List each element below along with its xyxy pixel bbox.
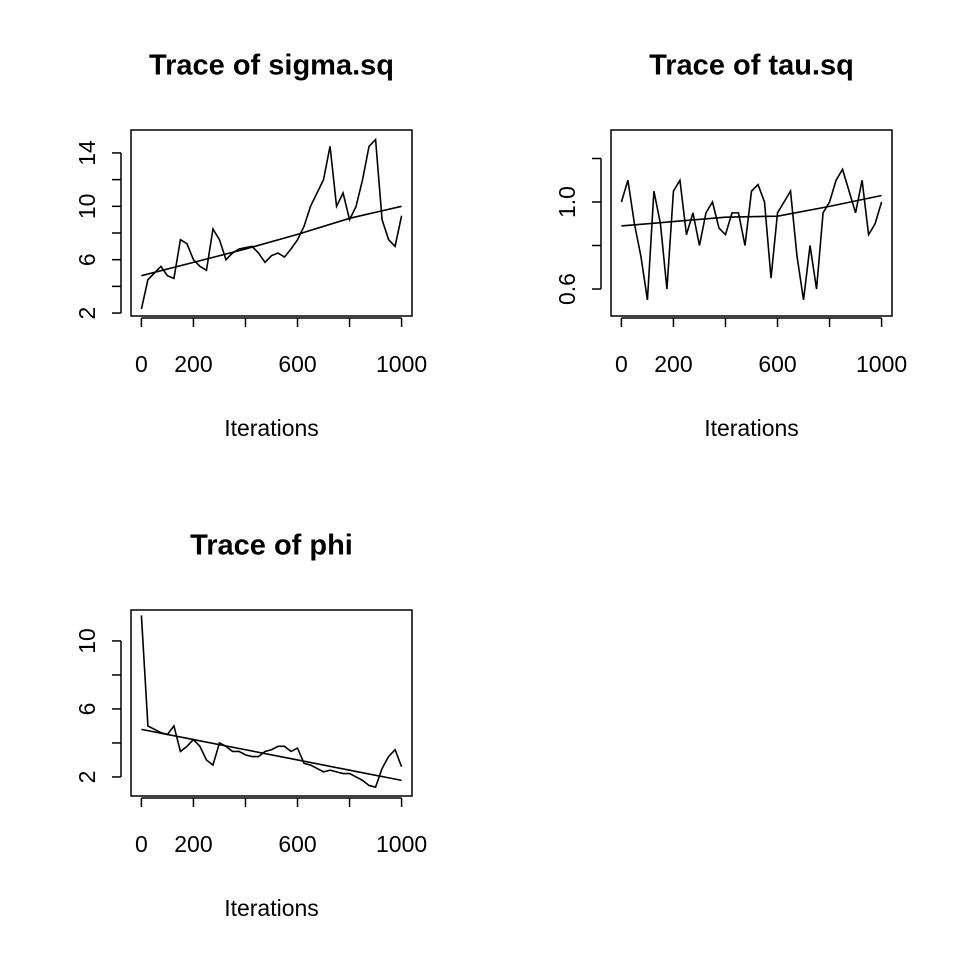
y-tick-label: 1.0 — [554, 186, 580, 218]
x-axis-label: Iterations — [224, 895, 319, 921]
plot-box — [610, 129, 893, 317]
y-tick-label: 2 — [74, 771, 100, 784]
x-tick-label: 600 — [278, 351, 316, 377]
plot-box — [130, 609, 413, 797]
x-axis-label: Iterations — [704, 415, 799, 441]
trace-line — [141, 728, 402, 782]
x-tick-label: 0 — [135, 831, 148, 857]
x-tick-label: 200 — [654, 351, 692, 377]
trace-line — [620, 167, 883, 301]
trace-line — [140, 615, 403, 789]
plot-box — [130, 129, 413, 317]
chart-title: Trace of sigma.sq — [149, 50, 394, 82]
trace-line — [621, 194, 882, 227]
x-axis-label: Iterations — [224, 415, 319, 441]
chart-title: Trace of phi — [190, 530, 353, 562]
x-tick-label: 1000 — [856, 351, 907, 377]
chart-title: Trace of tau.sq — [649, 50, 854, 82]
x-tick-label: 600 — [278, 831, 316, 857]
y-tick-label: 0.6 — [554, 273, 580, 305]
x-tick-label: 1000 — [376, 831, 427, 857]
y-tick-label: 10 — [74, 628, 100, 654]
x-tick-label: 0 — [135, 351, 148, 377]
x-tick-label: 200 — [174, 351, 212, 377]
y-tick-label: 14 — [74, 140, 100, 166]
x-tick-label: 200 — [174, 831, 212, 857]
x-tick-label: 600 — [758, 351, 796, 377]
trace-line — [140, 137, 403, 310]
y-tick-label: 6 — [74, 253, 100, 266]
y-tick-label: 2 — [74, 307, 100, 320]
y-tick-label: 6 — [74, 703, 100, 716]
x-tick-label: 0 — [615, 351, 628, 377]
x-tick-label: 1000 — [376, 351, 427, 377]
trace-line — [141, 205, 402, 277]
y-tick-label: 10 — [74, 194, 100, 220]
